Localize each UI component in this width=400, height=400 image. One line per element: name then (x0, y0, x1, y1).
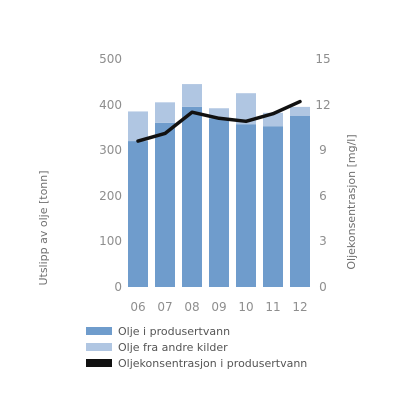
bar-other-sources (290, 106, 310, 116)
legend-swatch-concentration (86, 359, 112, 367)
right-axis-title: Oljekonsentrasjon [mg/l] (345, 134, 358, 269)
right-tick-label: 3 (319, 234, 327, 248)
left-tick-label: 500 (99, 52, 122, 66)
right-tick-label: 0 (319, 280, 327, 294)
bar-other-sources (182, 84, 202, 107)
x-tick-label: 06 (130, 300, 145, 314)
line-layer (136, 99, 302, 143)
x-tick-label: 11 (265, 300, 280, 314)
bar-other-sources (209, 108, 229, 119)
bars-layer (128, 84, 310, 287)
legend-label-produced-water: Olje i produsertvann (118, 325, 230, 338)
bar-other-sources (155, 102, 175, 123)
legend-label-other-sources: Olje fra andre kilder (118, 341, 228, 354)
left-axis-ticks: 0 100 200 300 400 500 (99, 52, 122, 294)
bar-produced-water (209, 118, 229, 287)
x-tick-label: 07 (157, 300, 172, 314)
legend: Olje i produsertvann Olje fra andre kild… (86, 325, 307, 370)
bar-produced-water (155, 122, 175, 287)
x-axis-ticks: 06 07 08 09 10 11 12 (130, 300, 307, 314)
bar-produced-water (182, 106, 202, 287)
concentration-line (136, 99, 302, 143)
left-axis-title: Utslipp av olje [tonn] (37, 170, 50, 285)
left-tick-label: 400 (99, 98, 122, 112)
bar-produced-water (290, 116, 310, 287)
bar-produced-water (128, 141, 148, 287)
legend-label-concentration: Oljekonsentrasjon i produsertvann (118, 357, 307, 370)
bar-other-sources (236, 93, 256, 125)
bar-produced-water (236, 124, 256, 287)
bar-other-sources (128, 111, 148, 142)
bar-produced-water (263, 126, 283, 287)
left-tick-label: 0 (114, 280, 122, 294)
left-tick-label: 200 (99, 189, 122, 203)
left-tick-label: 300 (99, 143, 122, 157)
x-tick-label: 08 (184, 300, 199, 314)
x-tick-label: 12 (292, 300, 307, 314)
left-tick-label: 100 (99, 234, 122, 248)
right-tick-label: 15 (315, 52, 330, 66)
x-tick-label: 10 (238, 300, 253, 314)
right-tick-label: 12 (315, 98, 330, 112)
legend-swatch-produced-water (86, 327, 112, 335)
legend-swatch-other-sources (86, 343, 112, 351)
x-tick-label: 09 (211, 300, 226, 314)
right-axis-ticks: 0 3 6 9 12 15 (315, 52, 330, 294)
right-tick-label: 9 (319, 143, 327, 157)
right-tick-label: 6 (319, 189, 327, 203)
